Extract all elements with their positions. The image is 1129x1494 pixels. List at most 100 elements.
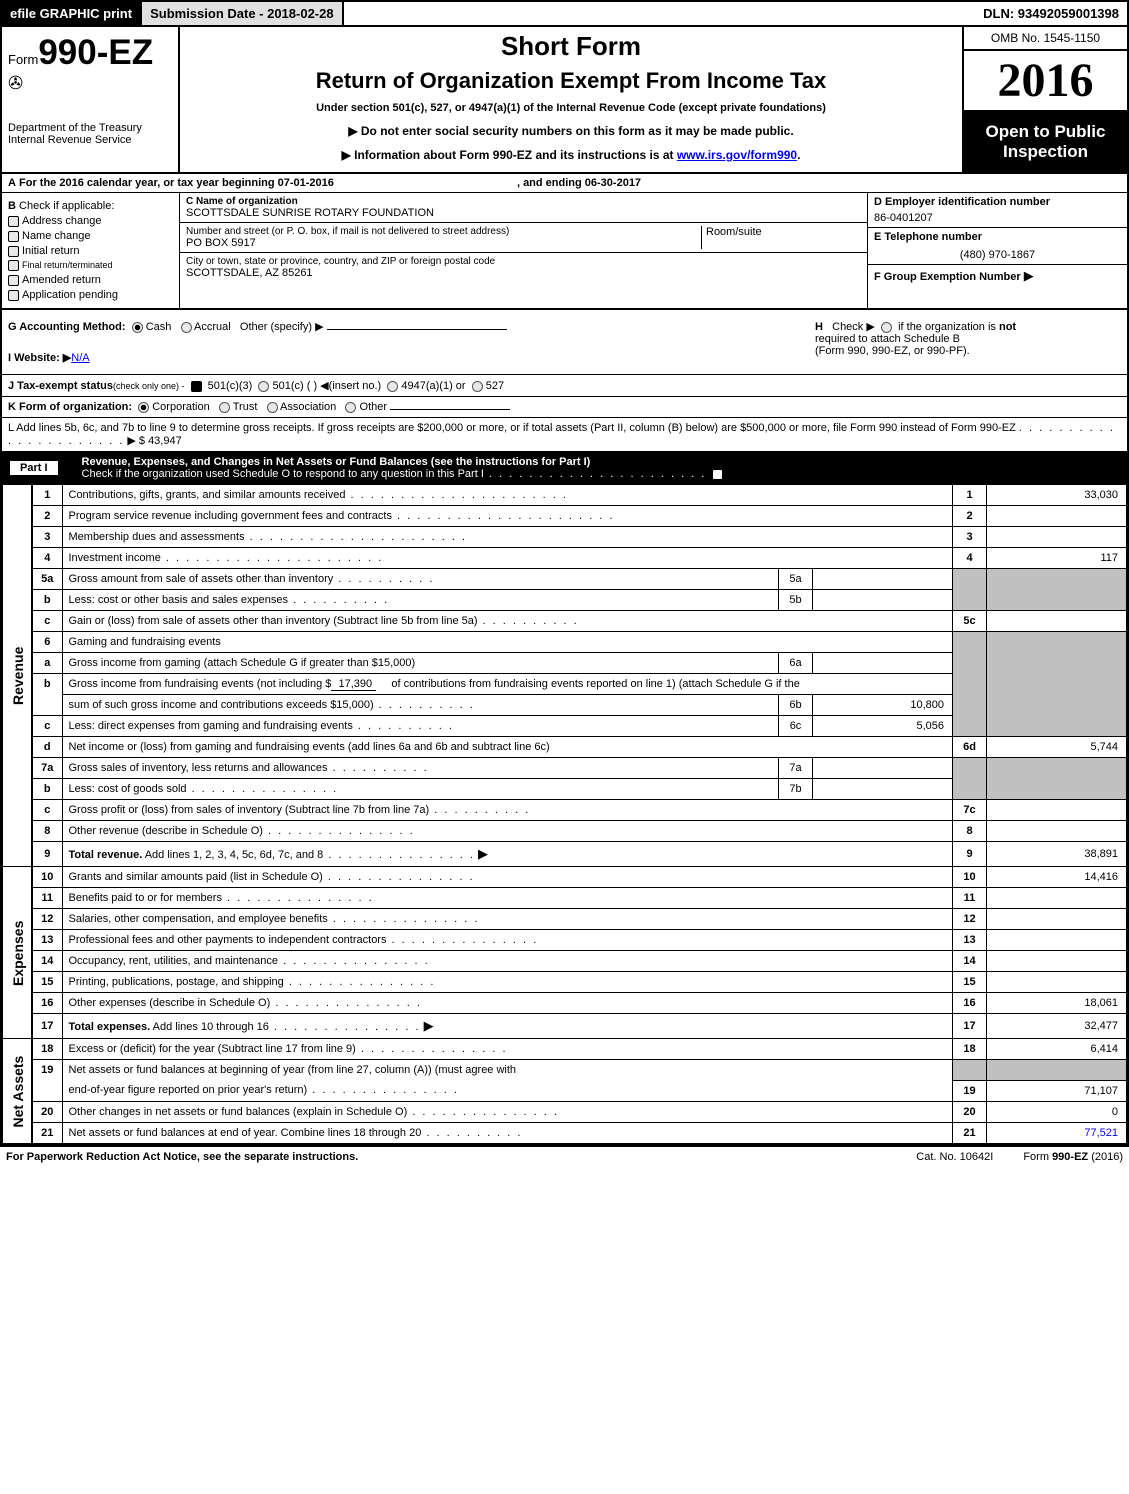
line-5a-value: [813, 569, 953, 590]
footer: For Paperwork Reduction Act Notice, see …: [0, 1146, 1129, 1167]
col-def: D Employer identification number 86-0401…: [867, 193, 1127, 308]
col-c-org-info: C Name of organization SCOTTSDALE SUNRIS…: [180, 193, 867, 308]
line-11-value: [987, 888, 1127, 909]
tax-year: 2016: [964, 51, 1127, 112]
c-name-label: C Name of organization: [186, 196, 298, 207]
phone-label: E Telephone number: [874, 231, 982, 243]
irs-link[interactable]: www.irs.gov/form990: [677, 148, 797, 162]
checkbox-address-change[interactable]: [8, 216, 19, 227]
radio-501c[interactable]: [258, 381, 269, 392]
line-6c-value: 5,056: [813, 716, 953, 737]
street-label: Number and street (or P. O. box, if mail…: [186, 226, 701, 237]
line-6a-value: [813, 653, 953, 674]
line-12-value: [987, 909, 1127, 930]
website-value[interactable]: N/A: [71, 352, 89, 364]
under-section: Under section 501(c), 527, or 4947(a)(1)…: [190, 102, 952, 114]
section-bcdef: B Check if applicable: Address change Na…: [2, 193, 1127, 310]
line-14-value: [987, 951, 1127, 972]
open-to-public: Open to Public Inspection: [964, 112, 1127, 172]
line-4-value: 117: [987, 548, 1127, 569]
omb-number: OMB No. 1545-1150: [964, 27, 1127, 51]
room-suite-label: Room/suite: [701, 226, 861, 249]
accounting-method-label: G Accounting Method:: [8, 321, 126, 333]
part-i-title: Revenue, Expenses, and Changes in Net As…: [82, 456, 591, 468]
radio-h-check[interactable]: [881, 322, 892, 333]
arrow-icon: ▶: [1024, 268, 1034, 283]
line-7a-value: [813, 758, 953, 779]
phone-value: (480) 970-1867: [874, 249, 1121, 261]
line-10-value: 14,416: [987, 867, 1127, 888]
line-5c-value: [987, 611, 1127, 632]
line-9-value: 38,891: [987, 842, 1127, 867]
radio-other-org[interactable]: [345, 402, 356, 413]
line-17-value: 32,477: [987, 1014, 1127, 1039]
header-right: OMB No. 1545-1150 2016 Open to Public In…: [962, 27, 1127, 172]
checkbox-final-return[interactable]: [8, 260, 19, 271]
part-i-header-row: Part I Revenue, Expenses, and Changes in…: [2, 452, 1127, 484]
org-name: SCOTTSDALE SUNRISE ROTARY FOUNDATION: [186, 207, 861, 219]
submission-date: Submission Date - 2018-02-28: [142, 2, 344, 25]
gross-receipts-value: $ 43,947: [139, 435, 182, 447]
expenses-section-label: Expenses: [3, 867, 33, 1039]
line-1-value: 33,030: [987, 485, 1127, 506]
ein-value: 86-0401207: [874, 212, 1121, 224]
checkbox-initial-return[interactable]: [8, 246, 19, 257]
line-2-value: [987, 506, 1127, 527]
part-i-table: Revenue 1 Contributions, gifts, grants, …: [2, 484, 1127, 1144]
group-exemption-label: F Group Exemption Number: [874, 271, 1021, 283]
form-container: efile GRAPHIC print Submission Date - 20…: [0, 0, 1129, 1146]
catalog-number: Cat. No. 10642I: [916, 1151, 993, 1163]
radio-4947a1[interactable]: [387, 381, 398, 392]
line-8-value: [987, 821, 1127, 842]
dept-treasury: Department of the Treasury: [8, 122, 172, 134]
radio-corporation[interactable]: [138, 402, 149, 413]
form-footer: Form 990-EZ (2016): [1023, 1151, 1123, 1163]
line-5b-value: [813, 590, 953, 611]
row-a-tax-year: A For the 2016 calendar year, or tax yea…: [2, 174, 1127, 193]
header-left: Form990-EZ ✇ Department of the Treasury …: [2, 27, 180, 172]
checkbox-amended-return[interactable]: [8, 275, 19, 286]
part-i-header: Part I: [2, 452, 76, 484]
efile-label: efile GRAPHIC print: [2, 2, 142, 25]
radio-527[interactable]: [472, 381, 483, 392]
line-6b-value: 10,800: [813, 695, 953, 716]
part-i-label: Part I: [10, 461, 58, 475]
form-number: 990-EZ: [38, 33, 153, 72]
city-value: SCOTTSDALE, AZ 85261: [186, 267, 861, 279]
ein-label: D Employer identification number: [874, 196, 1050, 208]
form-prefix: Form: [8, 52, 38, 67]
other-org-input[interactable]: [390, 409, 510, 410]
gh-left: G Accounting Method: Cash Accrual Other …: [8, 316, 811, 368]
notice-info: ▶ Information about Form 990-EZ and its …: [190, 148, 952, 162]
radio-trust[interactable]: [219, 402, 230, 413]
website-label: I Website: ▶: [8, 352, 71, 364]
radio-association[interactable]: [267, 402, 278, 413]
line-l-gross-receipts: L Add lines 5b, 6c, and 7b to line 9 to …: [2, 418, 1127, 452]
line-k-form-org: K Form of organization: Corporation Trus…: [2, 397, 1127, 418]
checkbox-name-change[interactable]: [8, 231, 19, 242]
header-center: Short Form Return of Organization Exempt…: [180, 27, 962, 172]
section-ghi: G Accounting Method: Cash Accrual Other …: [2, 310, 1127, 375]
line-7b-value: [813, 779, 953, 800]
revenue-section-label: Revenue: [3, 485, 33, 867]
return-title: Return of Organization Exempt From Incom…: [190, 68, 952, 94]
checkbox-application-pending[interactable]: [8, 290, 19, 301]
line-16-value: 18,061: [987, 993, 1127, 1014]
paperwork-notice: For Paperwork Reduction Act Notice, see …: [6, 1151, 886, 1163]
line-18-value: 6,414: [987, 1039, 1127, 1060]
radio-cash[interactable]: [132, 322, 143, 333]
line-j-tax-exempt: J Tax-exempt status(check only one) - 50…: [2, 375, 1127, 397]
checkbox-schedule-o[interactable]: [712, 469, 723, 480]
other-specify-input[interactable]: [327, 329, 507, 330]
line-20-value: 0: [987, 1101, 1127, 1122]
line-7c-value: [987, 800, 1127, 821]
line-13-value: [987, 930, 1127, 951]
line-19-value: 71,107: [987, 1080, 1127, 1101]
top-bar: efile GRAPHIC print Submission Date - 20…: [2, 2, 1127, 27]
city-label: City or town, state or province, country…: [186, 256, 861, 267]
checkbox-501c3[interactable]: [191, 381, 202, 392]
short-form-title: Short Form: [190, 31, 952, 62]
dept-irs: Internal Revenue Service: [8, 134, 172, 146]
line-3-value: [987, 527, 1127, 548]
radio-accrual[interactable]: [181, 322, 192, 333]
